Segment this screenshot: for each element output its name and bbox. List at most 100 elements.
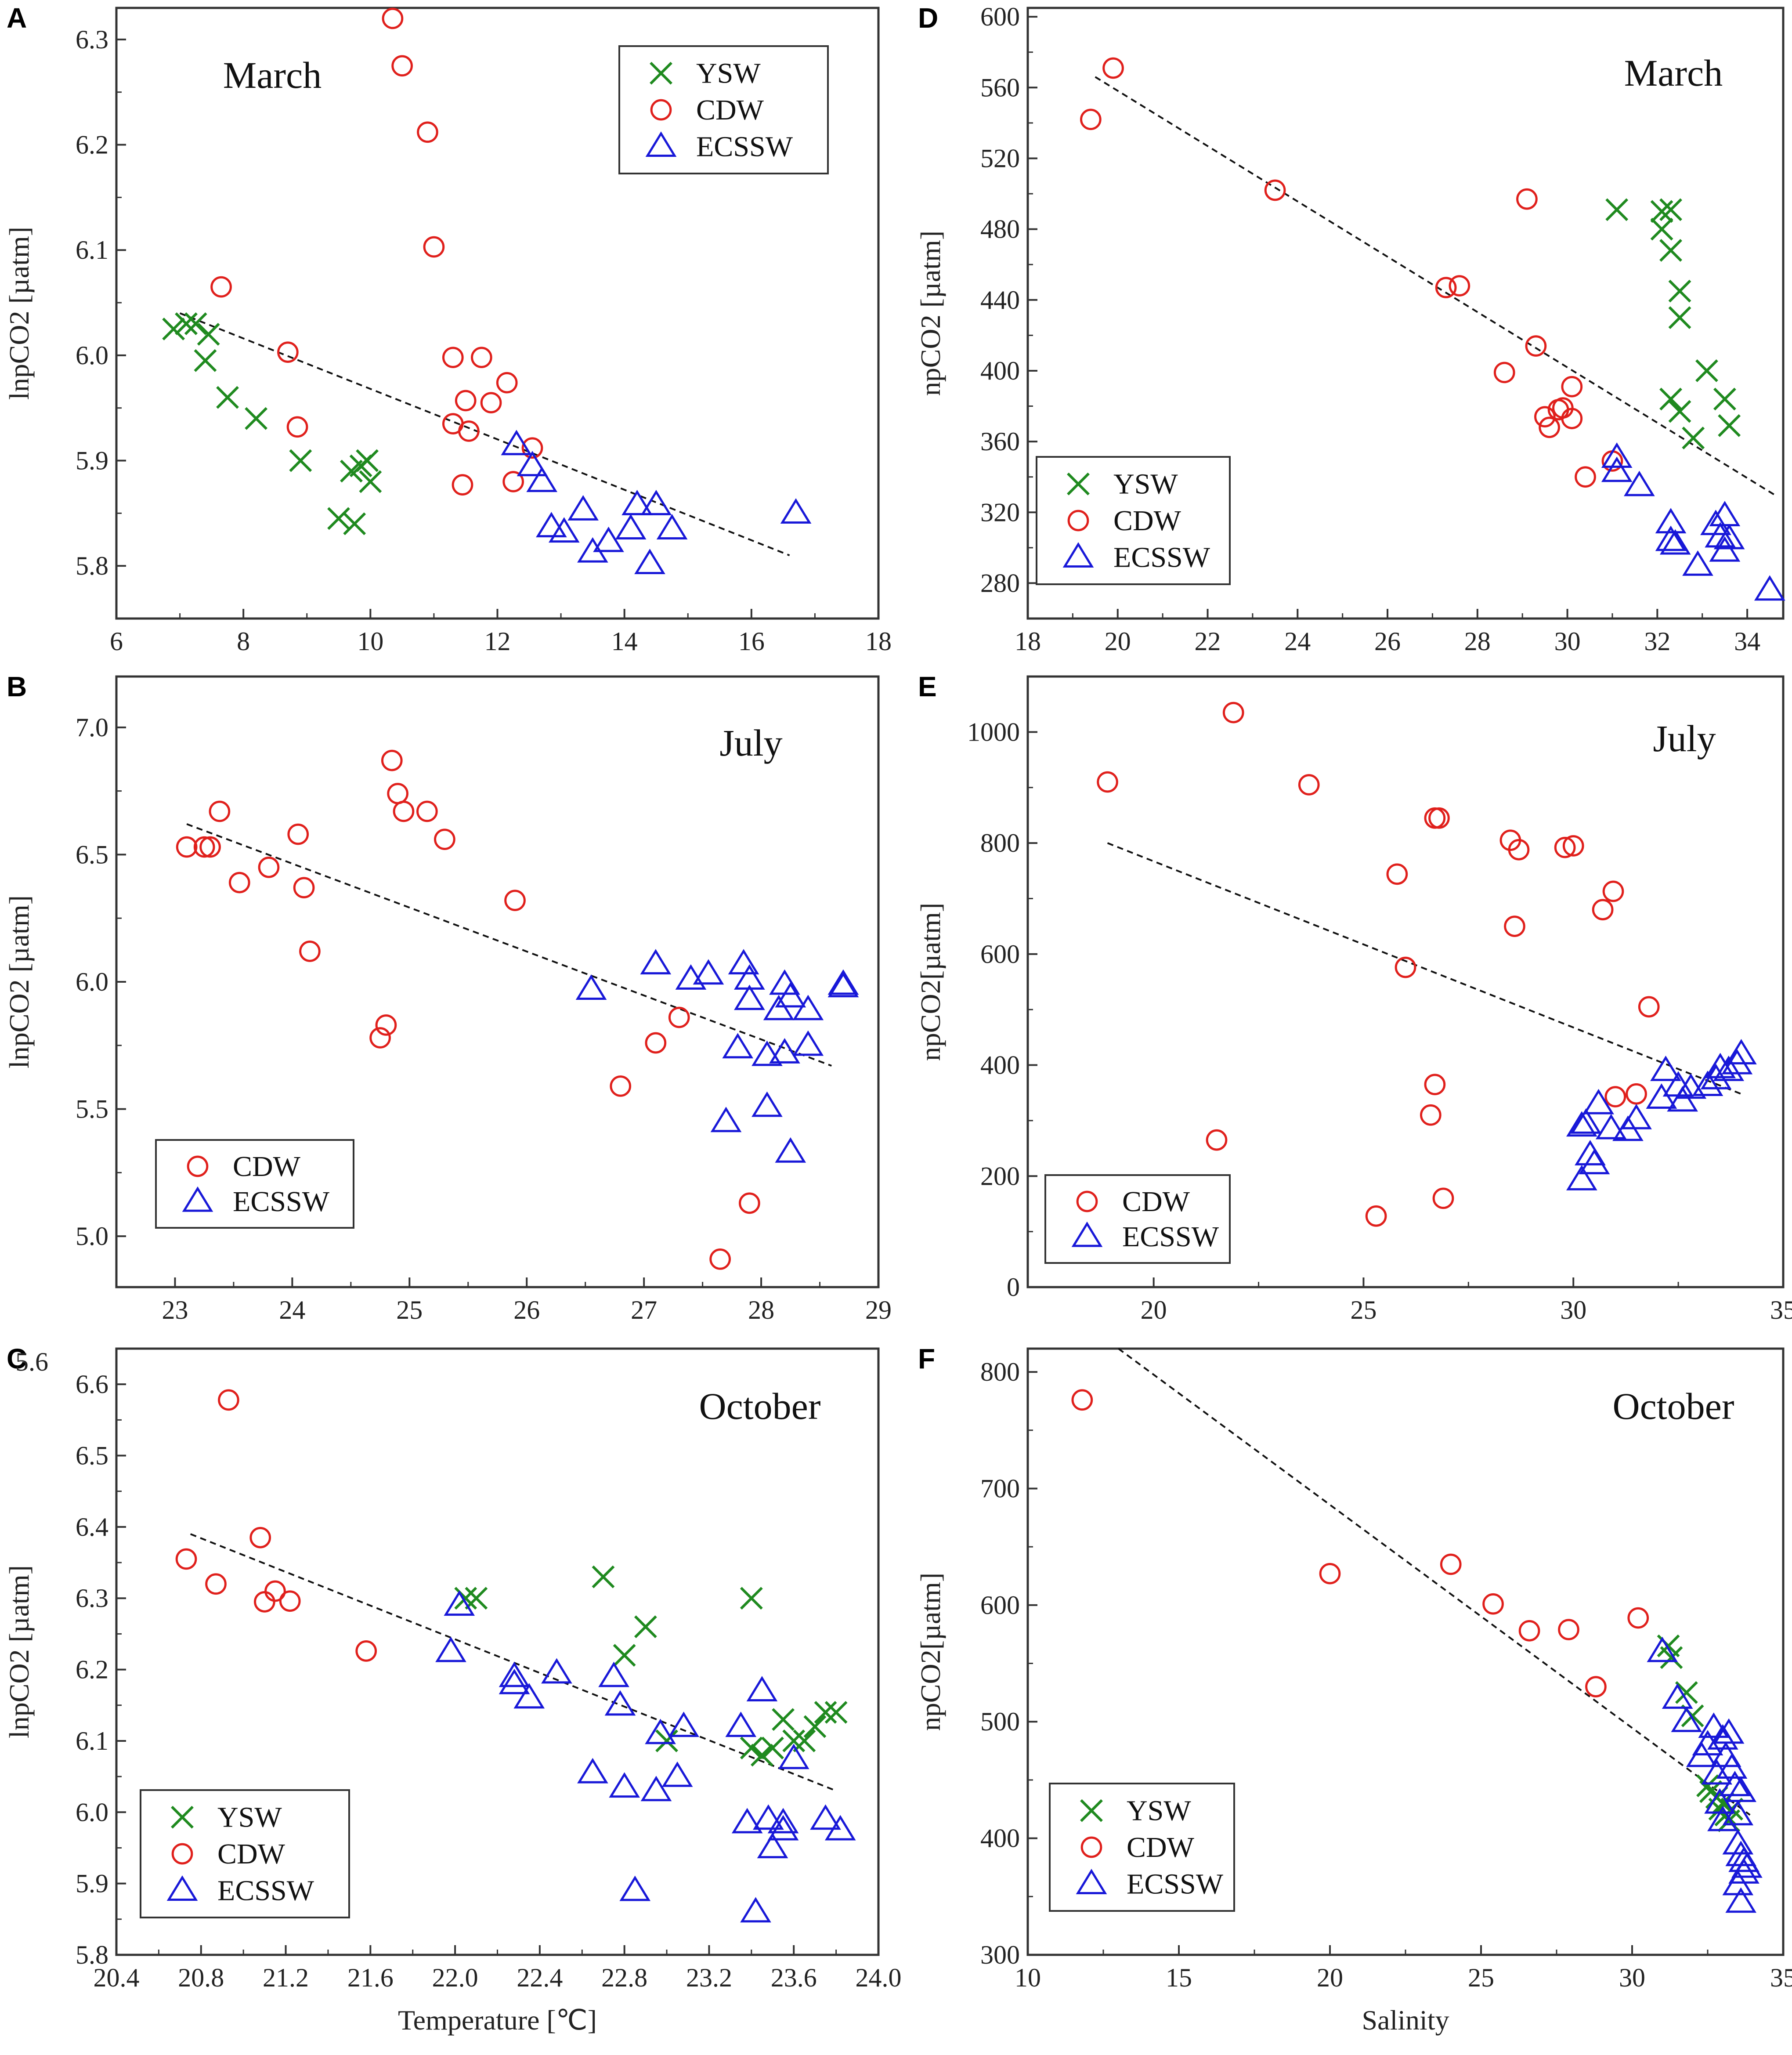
y-tick-label: 6.2 — [76, 130, 108, 159]
y-tick-label: 440 — [980, 286, 1020, 315]
legend-box — [1044, 1174, 1231, 1264]
legend-marker-ysw — [1080, 1799, 1103, 1822]
data-point — [645, 1719, 676, 1744]
x-tick-label: 25 — [1350, 1295, 1377, 1324]
data-point — [1493, 362, 1515, 384]
data-point — [725, 1711, 757, 1737]
data-point — [1319, 1563, 1341, 1585]
y-tick-label: 400 — [980, 1051, 1020, 1080]
series-ecssw — [1566, 1039, 1757, 1190]
data-point — [1638, 996, 1660, 1018]
data-point — [1668, 400, 1691, 423]
series-ysw — [454, 1565, 848, 1767]
x-tick-label: 35 — [1770, 1295, 1792, 1324]
data-point — [526, 467, 558, 492]
y-tick-label: 360 — [980, 427, 1020, 456]
data-point — [593, 526, 624, 552]
data-point — [286, 416, 308, 438]
legend-label-ysw: YSW — [217, 1802, 282, 1834]
data-point — [1222, 702, 1244, 724]
data-point — [1432, 1187, 1454, 1209]
panel-c: C 20.4 20.8 21.2 21.6 22.0 22.4 22.8 23.2 23.6 24.… — [4, 1343, 902, 2036]
data-point — [1435, 277, 1457, 298]
data-point — [1647, 1636, 1678, 1662]
data-point — [751, 1040, 783, 1066]
data-point — [279, 1590, 301, 1612]
y-tick-label: 600 — [980, 940, 1020, 969]
data-point — [567, 495, 599, 521]
data-point — [1508, 839, 1530, 861]
data-point — [1722, 1829, 1754, 1855]
legend-marker-ecssw — [1062, 542, 1094, 568]
data-point — [1365, 1205, 1387, 1227]
data-point — [775, 982, 806, 1008]
y-axis-title: npCO2 [µatm] — [915, 231, 946, 396]
x-tick-label: 30 — [1619, 1963, 1645, 1992]
series-cdw — [1097, 702, 1660, 1227]
data-point — [1701, 1759, 1732, 1785]
data-point — [598, 1661, 629, 1687]
y-tick-label: 5.0 — [76, 1222, 108, 1251]
data-point — [1725, 1776, 1757, 1802]
y-tick-label: 600 — [980, 1591, 1020, 1620]
x-tick-label: 21.2 — [263, 1963, 309, 1992]
data-point — [1583, 1089, 1614, 1114]
data-point — [1659, 239, 1682, 262]
series-cdw — [176, 749, 760, 1270]
data-point — [387, 783, 408, 804]
data-point — [1621, 1103, 1652, 1129]
data-point — [615, 514, 647, 539]
panel-label: E — [918, 671, 937, 702]
data-point — [751, 1091, 783, 1117]
data-point — [258, 857, 280, 878]
data-point — [767, 1808, 799, 1834]
data-point — [1534, 406, 1556, 428]
legend-marker-cdw — [1067, 510, 1089, 532]
data-point — [536, 512, 567, 538]
data-point — [1650, 200, 1673, 223]
data-point — [356, 449, 379, 472]
data-point — [1428, 807, 1450, 829]
data-point — [621, 489, 653, 515]
y-tick-label: 5.9 — [76, 1869, 108, 1898]
x-tick-label: 14 — [611, 627, 638, 656]
data-point — [1516, 188, 1538, 210]
data-point — [655, 1729, 678, 1752]
data-point — [1554, 836, 1576, 858]
data-point — [810, 1804, 841, 1830]
data-point — [501, 430, 532, 456]
series-ysw — [1605, 198, 1741, 449]
panel-f: F 10 15 20 25 30 35 300 400 500 600 700 800 npCO2[µat… — [915, 1343, 1792, 2036]
data-point — [452, 474, 473, 496]
data-point — [458, 420, 480, 442]
data-point — [1725, 1887, 1757, 1913]
data-point — [1713, 524, 1745, 550]
x-tick-label: 29 — [865, 1295, 892, 1324]
legend-marker-cdw — [1076, 1190, 1098, 1212]
x-tick-label: 20.8 — [178, 1963, 224, 1992]
data-point — [1682, 550, 1713, 576]
data-point — [1601, 442, 1633, 468]
data-point — [1707, 1805, 1738, 1831]
x-tick-label: 12 — [484, 627, 511, 656]
data-point — [1440, 1553, 1462, 1575]
x-tick-label: 10 — [1015, 1963, 1041, 1992]
legend-marker-cdw — [171, 1843, 193, 1865]
data-point — [210, 276, 232, 298]
y-tick-label: 320 — [980, 498, 1020, 527]
legend-marker-cdw — [187, 1155, 209, 1177]
data-point — [1298, 774, 1320, 796]
data-point — [193, 836, 215, 858]
y-axis-title: lnpCO2 [µatm] — [4, 895, 35, 1068]
data-point — [1562, 835, 1584, 857]
data-point — [640, 949, 672, 975]
legend-marker-ysw — [171, 1805, 194, 1829]
data-point — [577, 1758, 608, 1784]
x-tick-label: 10 — [357, 627, 383, 656]
data-point — [592, 1565, 615, 1588]
data-point — [782, 1729, 806, 1752]
data-point — [1570, 1108, 1602, 1134]
data-point — [496, 372, 518, 394]
data-point — [1566, 1165, 1597, 1190]
data-point — [780, 498, 812, 524]
